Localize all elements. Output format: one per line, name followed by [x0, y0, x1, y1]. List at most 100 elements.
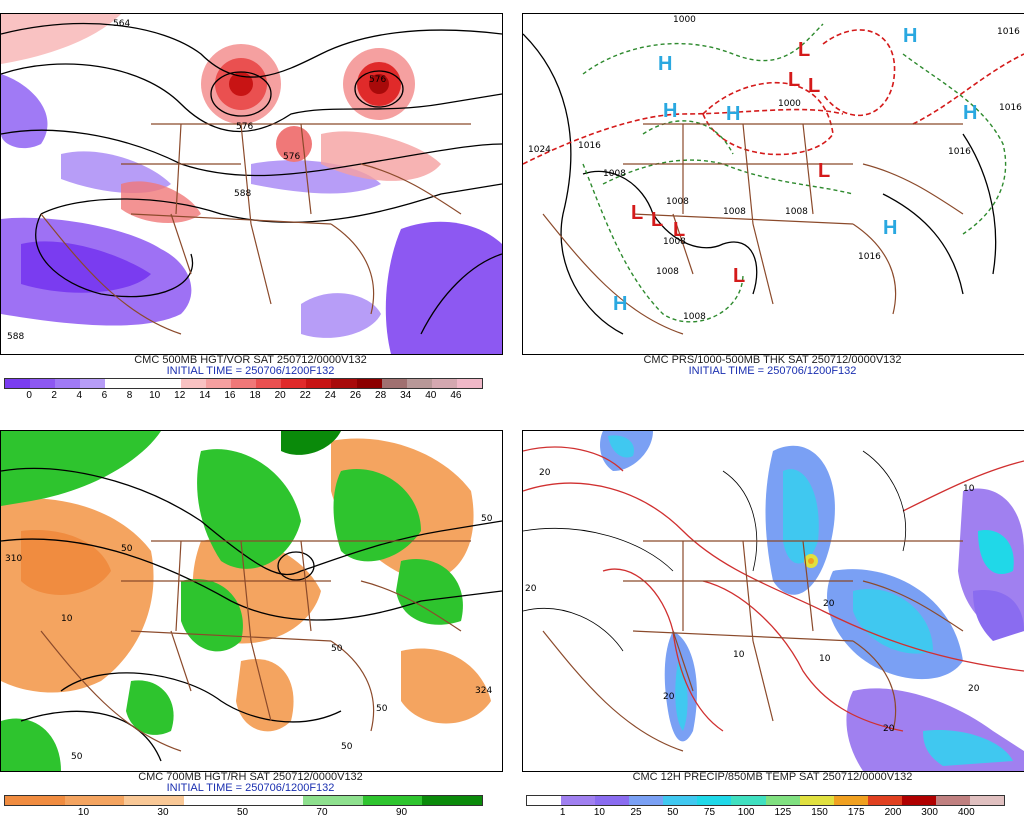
p4-label-20f: 20: [823, 599, 835, 609]
p1-label-564: 564: [113, 19, 130, 29]
p4-title: CMC 12H PRECIP/850MB TEMP SAT 250712/000…: [632, 771, 913, 783]
p2-title: CMC PRS/1000-500MB THK SAT 250712/0000V1…: [643, 354, 902, 366]
colorbar-swatch: [362, 796, 423, 805]
p2-high-7: H: [883, 217, 897, 239]
p3-label-50f: 50: [71, 752, 83, 762]
p1-subtitle: INITIAL TIME = 250706/1200F132: [166, 365, 335, 377]
colorbar-tick-label: 300: [921, 807, 938, 818]
map-pressure[interactable]: H H H H H H H L L L L L L L L 1000 1024: [522, 13, 1024, 355]
colorbar-tick-label: 28: [375, 390, 387, 401]
p3-label-50c: 50: [376, 704, 388, 714]
colorbar-tick-label: 90: [395, 807, 408, 818]
colorbar-swatch: [130, 379, 156, 388]
p4-label-10b: 10: [819, 654, 831, 664]
colorbar-tick-label: 10: [77, 807, 90, 818]
colorbar-swatch: [105, 379, 131, 388]
p1-label-576b: 576: [283, 152, 300, 162]
colorbar-tick-label: 30: [157, 807, 169, 818]
p2-iso-1008e: 1008: [663, 237, 686, 247]
p1-label-588b: 588: [7, 332, 24, 342]
colorbar-swatch: [867, 796, 902, 805]
map-700mb[interactable]: 10 50 50 50 50 50 50 324 310: [0, 430, 503, 772]
p2-iso-1008a: 1008: [603, 169, 626, 179]
colorbar-swatch: [833, 796, 868, 805]
p3-subtitle: INITIAL TIME = 250706/1200F132: [166, 782, 335, 794]
colorbar-swatch: [406, 379, 432, 388]
p2-iso-1008f: 1008: [656, 267, 679, 277]
colorbar-swatch: [595, 796, 630, 805]
colorbar-swatch: [331, 379, 357, 388]
p1-colorbar-ticks: 0 2 4 6 8 10 12 14 16 18 20 22 24 26 28 34 40 46: [4, 390, 481, 402]
p2-iso-1016d: 1016: [858, 252, 881, 262]
colorbar-tick-label: 125: [774, 807, 792, 818]
colorbar-swatch: [799, 796, 834, 805]
colorbar-swatch: [356, 379, 382, 388]
p3-colorbar-ticks: 10 30 50 70 90: [4, 807, 481, 819]
colorbar-tick-label: 40: [425, 390, 437, 401]
colorbar-swatch: [183, 796, 244, 805]
map-500mb-graphic: 564 576 576 576 588 588: [1, 14, 502, 354]
panel-sfc-pressure-thickness: H H H H H H H L L L L L L L L 1000 1024: [512, 0, 1024, 409]
colorbar-swatch: [456, 379, 483, 388]
p1-label-588a: 588: [234, 189, 251, 199]
p3-label-50b: 50: [331, 644, 343, 654]
colorbar-tick-label: 18: [249, 390, 261, 401]
colorbar-tick-label: 10: [149, 390, 161, 401]
map-500mb[interactable]: 564 576 576 576 588 588: [0, 13, 503, 355]
panel-700mb-rh: 10 50 50 50 50 50 50 324 310 CMC 700MB H…: [0, 410, 512, 819]
colorbar-tick-label: 400: [957, 807, 975, 818]
p4-label-10c: 10: [963, 484, 975, 494]
colorbar-swatch: [230, 379, 257, 388]
p2-low-6: L: [651, 209, 663, 231]
colorbar-swatch: [30, 379, 56, 388]
colorbar-tick-label: 14: [199, 390, 211, 401]
p4-label-20d: 20: [883, 724, 895, 734]
colorbar-swatch: [256, 379, 282, 388]
p4-colorbar: [526, 795, 1005, 806]
p2-subtitle: INITIAL TIME = 250706/1200F132: [688, 365, 857, 377]
p1-label-576c: 576: [369, 75, 386, 85]
p3-label-50e: 50: [481, 514, 493, 524]
p2-high-1: H: [658, 53, 672, 75]
p1-title: CMC 500MB HGT/VOR SAT 250712/0000V132: [134, 354, 367, 366]
p3-label-310: 310: [5, 554, 22, 564]
p2-iso-1016c: 1016: [999, 103, 1022, 113]
p3-colorbar: [4, 795, 483, 806]
colorbar-swatch: [180, 379, 206, 388]
p4-label-20c: 20: [663, 692, 675, 702]
p1-label-576a: 576: [236, 122, 253, 132]
colorbar-swatch: [901, 796, 936, 805]
p2-iso-1000b: 1000: [778, 99, 801, 109]
colorbar-tick-label: 20: [274, 390, 286, 401]
colorbar-tick-label: 8: [126, 390, 133, 401]
p2-low-4: L: [818, 160, 830, 182]
colorbar-swatch: [381, 379, 407, 388]
colorbar-tick-label: 50: [236, 807, 249, 818]
colorbar-tick-label: 25: [630, 807, 642, 818]
p3-label-50a: 50: [121, 544, 133, 554]
colorbar-swatch: [80, 379, 106, 388]
colorbar-tick-label: 1: [559, 807, 566, 818]
map-precip[interactable]: 20 20 20 10 10 10 20 20 20: [522, 430, 1024, 772]
p3-title: CMC 700MB HGT/RH SAT 250712/0000V132: [138, 771, 363, 783]
p3-label-10: 10: [61, 614, 73, 624]
p2-iso-1024b: 1016: [997, 27, 1020, 37]
map-precip-graphic: 20 20 20 10 10 10 20 20 20: [523, 431, 1024, 771]
colorbar-swatch: [243, 796, 304, 805]
p1-colorbar: [4, 378, 483, 389]
p2-high-2: H: [663, 100, 677, 122]
p4-label-10a: 10: [733, 650, 745, 660]
p2-iso-1016b: 1016: [948, 147, 971, 157]
panel-precip-850mb-temp: 20 20 20 10 10 10 20 20 20 CMC 12H PRECI…: [512, 410, 1024, 819]
p2-iso-1016a: 1016: [578, 141, 601, 151]
colorbar-tick-label: 12: [174, 390, 186, 401]
p2-high-3: H: [726, 103, 740, 125]
colorbar-swatch: [205, 379, 231, 388]
p2-iso-1008g: 1008: [683, 312, 706, 322]
colorbar-swatch: [5, 379, 31, 388]
colorbar-swatch: [970, 796, 1005, 805]
colorbar-tick-label: 34: [400, 390, 412, 401]
colorbar-tick-label: 6: [101, 390, 108, 401]
p2-low-1: L: [798, 39, 810, 61]
p4-colorbar-ticks: 1 10 25 50 75 100 125 150 175 200 300 400: [526, 807, 1003, 819]
